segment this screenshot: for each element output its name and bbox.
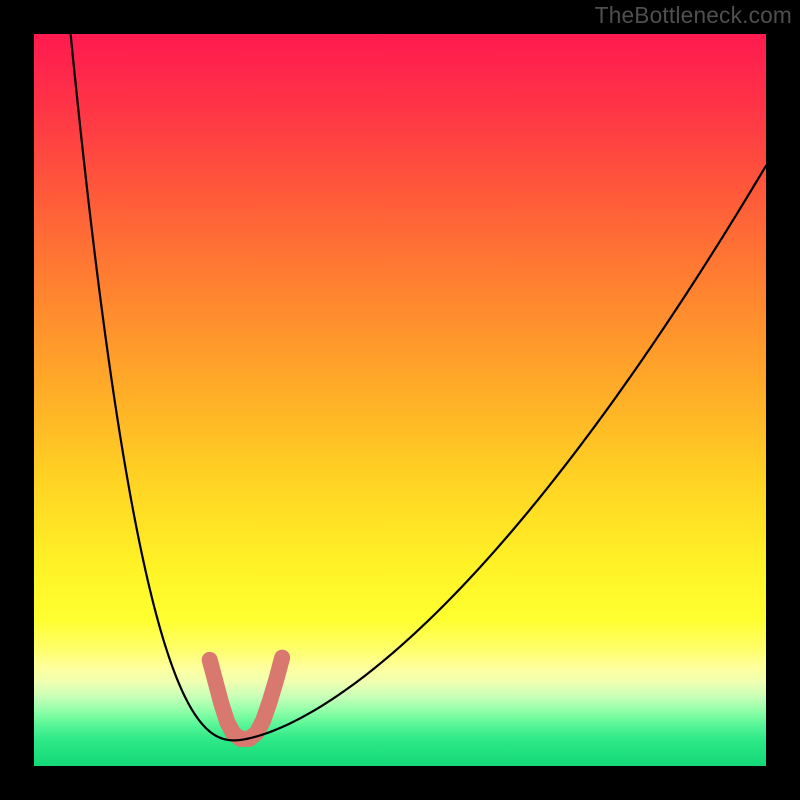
bottleneck-chart — [0, 0, 800, 800]
chart-stage: TheBottleneck.com — [0, 0, 800, 800]
